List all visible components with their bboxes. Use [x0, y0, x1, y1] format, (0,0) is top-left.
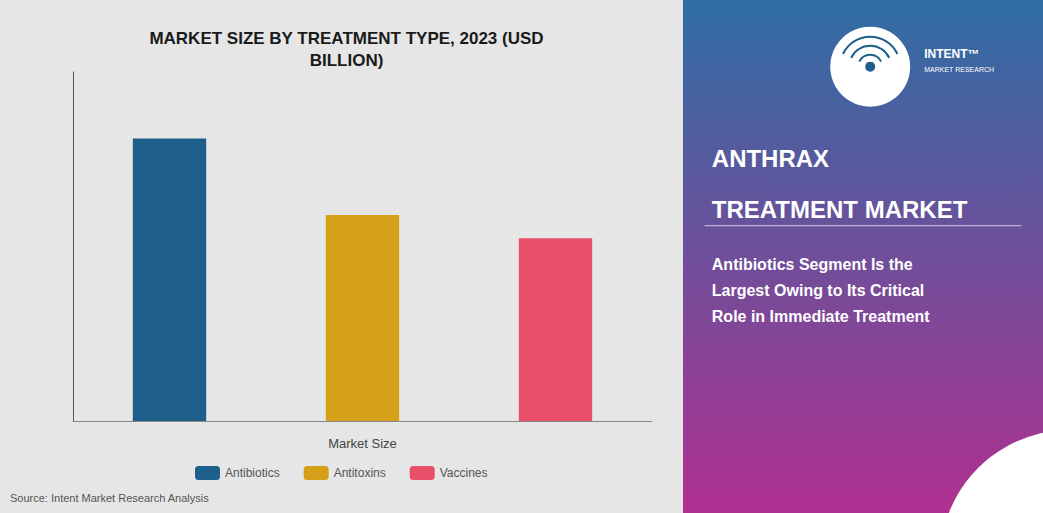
- svg-text:BILLION): BILLION): [310, 51, 384, 70]
- svg-text:Antibiotics Segment Is the: Antibiotics Segment Is the: [712, 256, 913, 273]
- svg-text:Antibiotics: Antibiotics: [225, 466, 280, 480]
- svg-text:Role in Immediate Treatment: Role in Immediate Treatment: [712, 308, 931, 325]
- svg-text:MARKET SIZE BY TREATMENT TYPE,: MARKET SIZE BY TREATMENT TYPE, 2023 (USD: [149, 29, 543, 48]
- svg-text:MARKET RESEARCH: MARKET RESEARCH: [924, 66, 994, 73]
- svg-text:TREATMENT MARKET: TREATMENT MARKET: [712, 196, 968, 223]
- svg-text:ANTHRAX: ANTHRAX: [712, 145, 829, 172]
- svg-text:Source: Intent Market Research: Source: Intent Market Research Analysis: [10, 492, 209, 504]
- svg-text:Market Size: Market Size: [328, 436, 397, 451]
- svg-text:INTENT™: INTENT™: [924, 47, 979, 61]
- svg-text:Largest Owing to Its Critical: Largest Owing to Its Critical: [712, 282, 924, 299]
- svg-text:Antitoxins: Antitoxins: [334, 466, 386, 480]
- svg-text:Vaccines: Vaccines: [440, 466, 488, 480]
